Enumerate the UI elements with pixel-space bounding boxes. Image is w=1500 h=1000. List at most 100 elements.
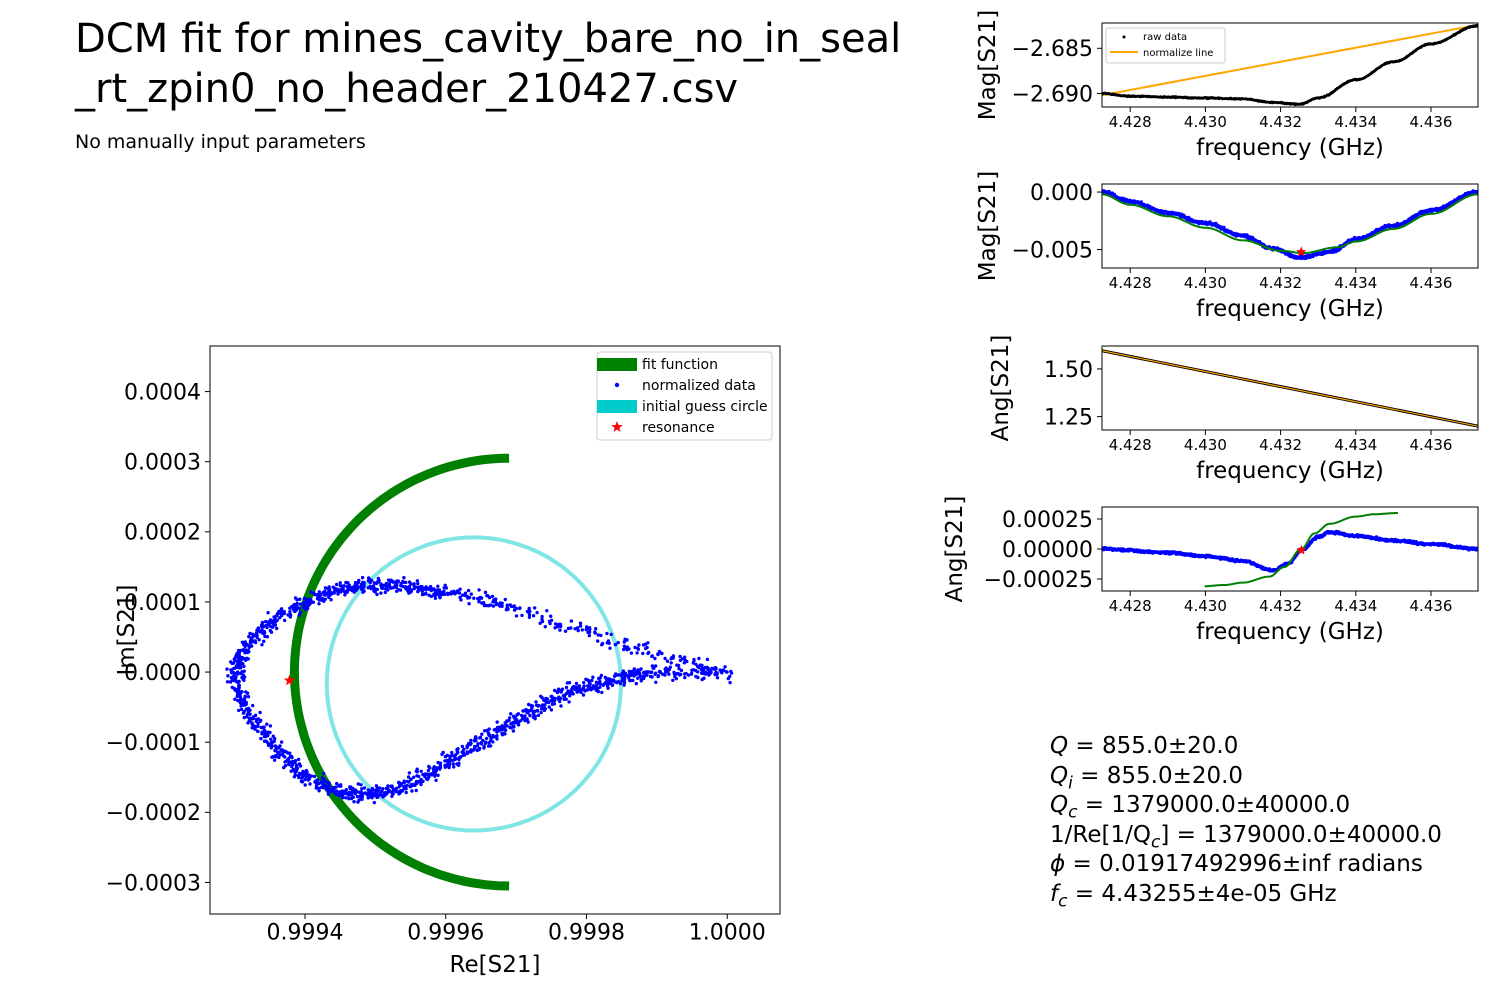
title-line-1: DCM fit for mines_cavity_bare_no_in_seal — [75, 16, 902, 62]
x-tick-label: 4.430 — [1184, 597, 1227, 615]
ang-norm-plot: 4.428 4.430 4.432 4.434 4.436 −0.00025 0.00000… — [942, 496, 1479, 645]
x-axis-label: frequency (GHz) — [1196, 619, 1384, 645]
subtitle: No manually input parameters — [75, 131, 366, 153]
legend-entry: normalized data — [642, 378, 756, 394]
fit-results: Q = 855.0±20.0 Qi = 855.0±20.0 Qc = 137900… — [1050, 732, 1442, 912]
resonance-marker — [283, 674, 296, 686]
normalized-data-points — [1102, 529, 1478, 573]
normalized-data-points — [1102, 188, 1478, 261]
x-tick-label: 4.428 — [1109, 113, 1152, 131]
plot-area — [1102, 512, 1478, 588]
x-tick-label: 4.434 — [1334, 597, 1377, 615]
y-tick-label: −0.005 — [1012, 239, 1093, 264]
y-axis-label: Ang[S21] — [942, 496, 968, 603]
result-value: = 4.43255±4e-05 GHz — [1067, 880, 1337, 907]
legend-entry: normalize line — [1143, 48, 1213, 59]
legend-entry: fit function — [642, 357, 718, 373]
result-subscript: c — [1150, 832, 1161, 853]
result-row: fc = 4.43255±4e-05 GHz — [1050, 880, 1442, 912]
axes-frame — [1101, 22, 1479, 108]
legend-entry: raw data — [1143, 32, 1187, 43]
y-tick-label: −2.690 — [1012, 82, 1093, 107]
x-tick-label: 1.0000 — [689, 921, 766, 946]
axes-frame — [1101, 345, 1479, 431]
result-value: = 855.0±20.0 — [1068, 733, 1239, 759]
x-tick-label: 0.9998 — [548, 921, 625, 946]
x-axis-label: frequency (GHz) — [1196, 458, 1384, 484]
y-tick-label: 0.0001 — [124, 591, 201, 616]
x-tick-label: 4.432 — [1259, 436, 1302, 454]
legend-swatch-guess — [597, 400, 637, 413]
fit-curve — [1102, 193, 1478, 254]
result-subscript: c — [1068, 802, 1078, 823]
result-name: Q — [1050, 792, 1069, 818]
x-tick-label: 4.434 — [1334, 113, 1377, 131]
page-title: DCM fit for mines_cavity_bare_no_in_seal… — [75, 14, 901, 114]
result-name: Q — [1050, 733, 1069, 759]
y-axis-label: Mag[S21] — [975, 171, 1001, 281]
x-tick-label: 4.430 — [1184, 113, 1227, 131]
x-tick-label: 4.432 — [1259, 274, 1302, 292]
y-tick-label: 0.00025 — [1002, 508, 1093, 533]
axes-frame — [209, 345, 781, 915]
resonance-marker — [1296, 246, 1307, 257]
x-axis-label: Re[S21] — [450, 952, 541, 978]
y-tick-label: 0.00000 — [1002, 538, 1093, 563]
x-axis-label: frequency (GHz) — [1196, 135, 1384, 161]
result-value: = 855.0±20.0 — [1072, 762, 1244, 789]
y-axis-label: Mag[S21] — [975, 10, 1001, 120]
legend-entry: initial guess circle — [642, 399, 768, 415]
plot-area — [225, 453, 734, 891]
result-name: 1/Re[1/Q — [1050, 821, 1151, 848]
x-tick-label: 4.436 — [1410, 436, 1453, 454]
y-axis-label: Ang[S21] — [988, 335, 1014, 442]
result-row: Qc = 1379000.0±40000.0 — [1050, 791, 1442, 823]
y-axis-label: Im[S21] — [114, 584, 140, 675]
result-row: 1/Re[1/Qc] = 1379000.0±40000.0 — [1050, 821, 1442, 853]
x-tick-label: 4.436 — [1410, 274, 1453, 292]
x-tick-label: 4.428 — [1109, 274, 1152, 292]
result-value: ] = 1379000.0±40000.0 — [1160, 821, 1442, 848]
y-tick-label: −2.685 — [1012, 37, 1093, 62]
normalize-phase-line — [1102, 350, 1478, 427]
legend-box — [596, 351, 773, 441]
y-tick-label: −0.0002 — [106, 801, 201, 826]
fit-function-arc — [289, 453, 510, 891]
plot-area — [1102, 188, 1478, 261]
axes-frame — [1101, 183, 1479, 269]
x-tick-label: 4.428 — [1109, 597, 1152, 615]
legend: fit function normalized data initial guess… — [596, 351, 773, 441]
result-value: = 1379000.0±40000.0 — [1077, 792, 1351, 818]
y-tick-label: 0.000 — [1030, 181, 1093, 206]
y-tick-label: −0.0001 — [106, 731, 201, 756]
legend-entry: resonance — [642, 420, 715, 436]
legend-box — [1105, 27, 1226, 64]
mag-raw-plot: 4.428 4.430 4.432 4.434 4.436 −2.690 −2.685 fre… — [975, 10, 1479, 161]
normalize-line — [1102, 23, 1478, 97]
y-tick-label: 1.25 — [1044, 406, 1093, 431]
result-subscript: i — [1068, 773, 1073, 794]
result-row: Q = 855.0±20.0 — [1050, 732, 1442, 762]
result-subscript: c — [1058, 891, 1068, 912]
x-tick-label: 0.9996 — [407, 921, 484, 946]
x-tick-label: 0.9994 — [267, 921, 344, 946]
legend-swatch-data — [614, 382, 620, 388]
result-row: Qi = 855.0±20.0 — [1050, 762, 1442, 794]
normalized-data-points — [225, 575, 734, 805]
x-tick-label: 4.430 — [1184, 436, 1227, 454]
x-tick-label: 4.432 — [1259, 597, 1302, 615]
legend: raw data normalize line — [1105, 27, 1226, 64]
raw-data-points — [1102, 23, 1478, 107]
x-tick-label: 4.434 — [1334, 274, 1377, 292]
x-tick-label: 4.436 — [1410, 113, 1453, 131]
mag-norm-plot: 4.428 4.430 4.432 4.434 4.436 −0.005 0.000 freq… — [975, 171, 1479, 322]
axes-frame — [1101, 506, 1479, 592]
result-name: Q — [1050, 762, 1069, 789]
title-line-2: _rt_zpin0_no_header_210427.csv — [75, 66, 739, 112]
y-tick-label: 0.0003 — [124, 451, 201, 476]
result-name: f — [1050, 880, 1059, 907]
y-tick-label: 0.0002 — [124, 521, 201, 546]
x-tick-label: 4.432 — [1259, 113, 1302, 131]
x-axis-label: frequency (GHz) — [1196, 296, 1384, 322]
